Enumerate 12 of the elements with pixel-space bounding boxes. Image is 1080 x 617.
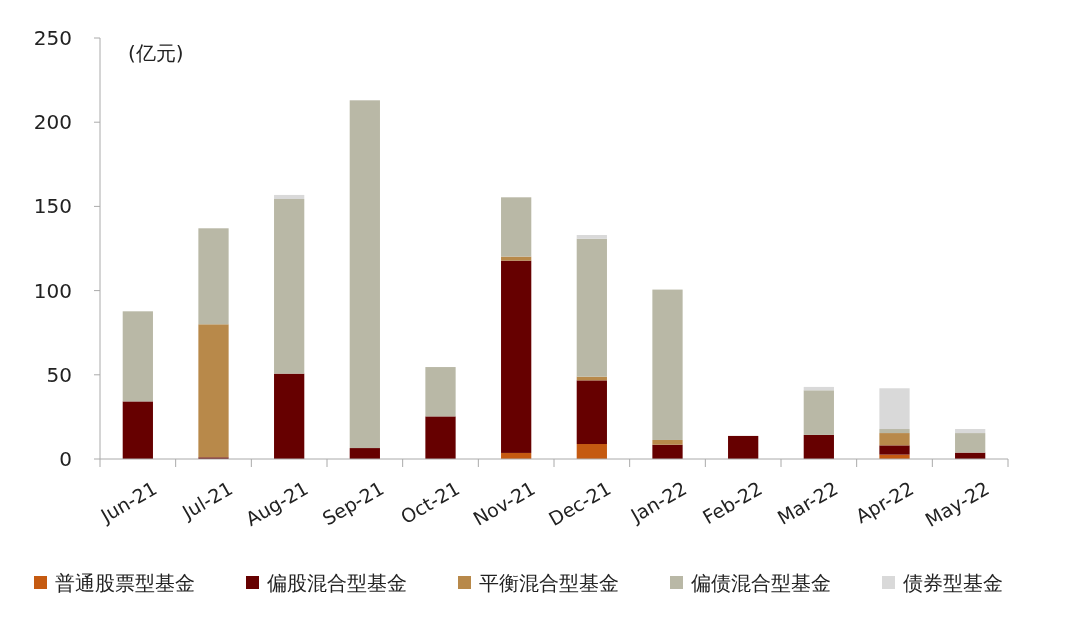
legend-label: 债券型基金	[903, 571, 1003, 595]
y-tick-label: 0	[59, 447, 72, 471]
legend-label: 平衡混合型基金	[479, 571, 619, 595]
y-axis-title: (亿元)	[128, 41, 184, 65]
legend-label: 普通股票型基金	[55, 571, 195, 595]
y-tick-label: 50	[46, 362, 72, 387]
y-tick-label: 200	[33, 110, 72, 135]
y-tick-label: 150	[33, 194, 72, 219]
legend-label: 偏债混合型基金	[691, 571, 831, 595]
y-tick-label: 250	[33, 26, 72, 50]
legend-label: 偏股混合型基金	[267, 571, 407, 595]
y-tick-label: 100	[33, 278, 72, 303]
